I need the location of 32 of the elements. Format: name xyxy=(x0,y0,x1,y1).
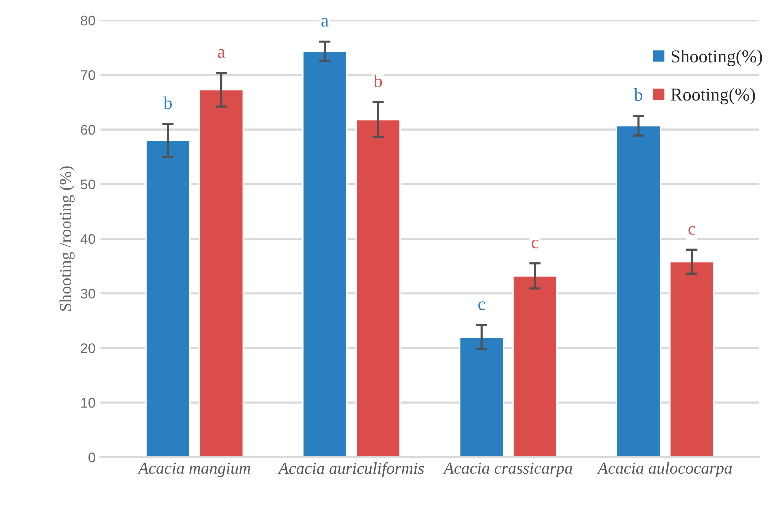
annotation: c xyxy=(478,302,486,310)
annotation: a xyxy=(322,18,329,27)
x-tick-label: Acacia aulococarpa xyxy=(597,462,732,478)
bar xyxy=(356,119,402,458)
y-tick-label: 30 xyxy=(80,288,96,299)
annotation: a xyxy=(218,49,226,58)
annotation: b xyxy=(164,96,172,110)
bar xyxy=(616,125,662,458)
y-tick-label: 50 xyxy=(80,180,96,190)
annotation: b xyxy=(374,74,382,88)
bar xyxy=(459,336,505,458)
annotation: c xyxy=(688,226,696,236)
legend-label: Rooting(%) xyxy=(671,88,756,105)
y-tick-label: 0 xyxy=(88,452,96,463)
y-tick-label: 20 xyxy=(81,344,96,354)
bar xyxy=(198,89,244,458)
annotation: b xyxy=(634,88,643,102)
x-tick-label: Acacia crassicarpa xyxy=(443,462,572,478)
bar xyxy=(302,50,348,458)
y-tick-label: 70 xyxy=(81,70,96,80)
y-tick-label: 10 xyxy=(82,398,96,408)
y-axis-title: Shooting /rooting (%) xyxy=(60,166,75,312)
y-tick-label: 60 xyxy=(81,125,96,135)
x-tick-label: Acacia auriculiformis xyxy=(278,462,424,478)
bar xyxy=(512,275,558,458)
y-tick-label: 80 xyxy=(81,16,96,26)
legend-label: Shooting(%) xyxy=(672,50,762,66)
bar xyxy=(146,140,191,458)
x-tick-label: Acacia mangium xyxy=(138,462,250,478)
bar xyxy=(669,261,715,458)
annotation: c xyxy=(532,240,539,249)
y-tick-label: 40 xyxy=(80,234,96,244)
